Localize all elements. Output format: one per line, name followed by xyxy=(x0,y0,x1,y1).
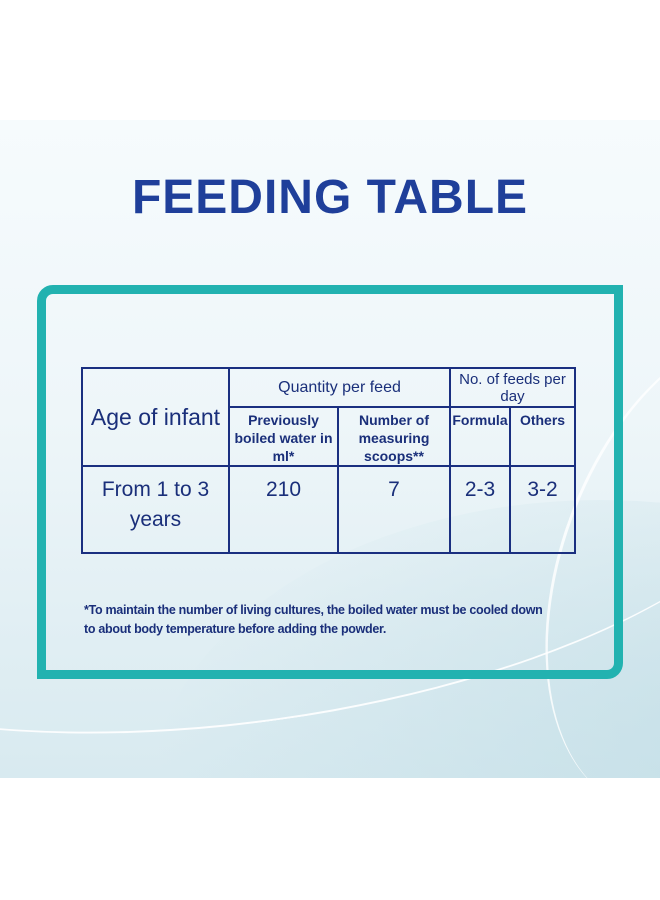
table-subheader-row: Previously boiled water in ml* Number of… xyxy=(82,406,576,467)
footnote: *To maintain the number of living cultur… xyxy=(84,603,543,636)
header-boiled-water: Previously boiled water in ml* xyxy=(228,406,339,467)
header-formula: Formula xyxy=(449,406,511,467)
table-row: From 1 to 3 years 210 7 2-3 3-2 xyxy=(81,465,576,554)
header-feeds-per-day: No. of feeds per day xyxy=(449,367,576,408)
table-frame xyxy=(37,285,623,679)
cell-formula: 2-3 xyxy=(449,465,511,554)
cell-age: From 1 to 3 years xyxy=(81,465,230,554)
cell-others: 3-2 xyxy=(509,465,576,554)
page-title: FEEDING TABLE xyxy=(131,171,529,224)
table-header-row: Age of infant Quantity per feed No. of f… xyxy=(81,367,576,467)
header-age-of-infant: Age of infant xyxy=(81,367,230,467)
header-quantity-per-feed: Quantity per feed xyxy=(228,367,451,408)
feeding-table: Age of infant Quantity per feed No. of f… xyxy=(81,367,576,554)
header-others: Others xyxy=(509,406,576,467)
cell-water-ml: 210 xyxy=(228,465,339,554)
cell-scoops: 7 xyxy=(337,465,451,554)
header-measuring-scoops: Number of measuring scoops** xyxy=(337,406,451,467)
